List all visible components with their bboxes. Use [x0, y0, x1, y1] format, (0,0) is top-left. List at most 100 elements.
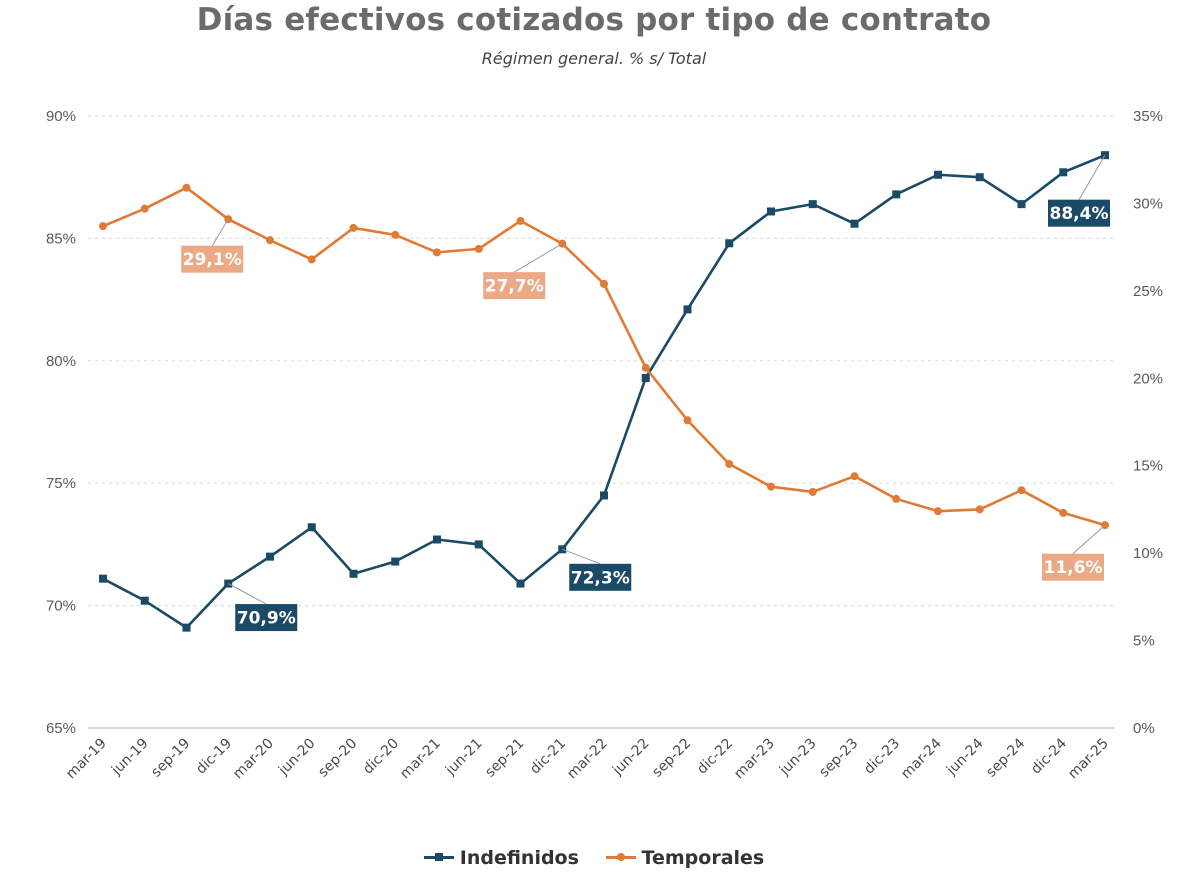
y-left-tick-label: 70%	[46, 598, 76, 615]
data-point-temporales	[767, 482, 775, 491]
data-point-temporales	[391, 230, 400, 239]
data-point-indefinidos	[850, 219, 859, 228]
x-tick-label: sep-20	[315, 736, 360, 781]
data-point-temporales	[182, 183, 191, 192]
x-tick-label: mar-24	[898, 735, 945, 782]
data-point-temporales	[892, 494, 901, 503]
data-point-temporales	[266, 236, 274, 245]
annotation-leader	[1072, 524, 1106, 555]
x-tick-label: mar-19	[63, 736, 110, 783]
x-tick-label: jun-22	[609, 736, 652, 779]
x-tick-label: dic-21	[527, 736, 569, 778]
data-point-indefinidos	[474, 540, 483, 549]
x-tick-label: dic-20	[360, 736, 402, 778]
data-point-indefinidos	[975, 173, 984, 182]
data-point-indefinidos	[725, 239, 734, 248]
y-left-tick-label: 65%	[46, 720, 76, 737]
data-point-indefinidos	[600, 491, 608, 500]
y-left-tick-label: 90%	[46, 108, 76, 125]
x-tick-label: dic-19	[193, 736, 235, 778]
series-line-indefinidos	[102, 153, 1106, 629]
chart-title: Días efectivos cotizados por tipo de con…	[196, 2, 992, 38]
x-tick-label: dic-24	[1028, 735, 1070, 777]
series-line-temporales	[102, 186, 1106, 527]
data-point-temporales	[641, 363, 650, 372]
data-point-temporales	[934, 507, 942, 516]
y-right-tick-label: 20%	[1133, 370, 1163, 387]
y-left-tick-label: 80%	[46, 353, 76, 370]
x-tick-label: sep-22	[649, 736, 694, 781]
data-point-temporales	[1017, 486, 1026, 495]
legend: Indefinidos Temporales	[0, 842, 1188, 869]
annotation-box	[1042, 553, 1104, 581]
data-point-indefinidos	[349, 569, 358, 578]
y-left-tick-label: 85%	[46, 230, 76, 247]
data-point-temporales	[725, 459, 734, 468]
data-point-temporales	[99, 222, 107, 231]
annotation-leader	[211, 218, 229, 246]
annotation-label: 11,6%	[1044, 558, 1103, 578]
x-tick-label: jun-21	[442, 736, 485, 779]
data-point-indefinidos	[391, 557, 400, 566]
x-tick-label: mar-20	[230, 736, 277, 783]
x-tick-label: mar-23	[731, 736, 778, 783]
annotation-leader	[1078, 154, 1106, 200]
data-point-indefinidos	[1059, 168, 1068, 177]
x-tick-label: mar-21	[397, 736, 444, 783]
x-tick-label: mar-22	[564, 736, 611, 783]
y-left-tick-label: 75%	[46, 475, 76, 492]
x-tick-label: jun-19	[108, 736, 151, 779]
annotation-box	[569, 563, 632, 591]
data-point-temporales	[433, 248, 441, 257]
annotation-leader	[513, 243, 563, 273]
x-tick-label: jun-23	[776, 736, 819, 779]
data-point-indefinidos	[1017, 200, 1026, 209]
y-right-tick-label: 0%	[1133, 720, 1155, 737]
data-point-temporales	[975, 505, 984, 514]
data-point-temporales	[140, 204, 149, 213]
data-point-indefinidos	[892, 190, 901, 199]
x-tick-label: mar-25	[1065, 736, 1112, 783]
y-right-tick-label: 25%	[1133, 283, 1163, 300]
y-right-tick-label: 5%	[1133, 633, 1155, 650]
data-point-temporales	[1059, 508, 1068, 517]
legend-label-temporales: Temporales	[641, 846, 765, 869]
data-point-indefinidos	[934, 170, 942, 179]
y-right-tick-label: 10%	[1133, 545, 1163, 562]
annotation-box	[483, 272, 546, 300]
legend-item-temporales: Temporales	[605, 846, 765, 869]
x-tick-label: dic-22	[694, 736, 736, 778]
x-tick-label: jun-20	[275, 736, 318, 779]
data-point-indefinidos	[641, 373, 650, 382]
data-point-indefinidos	[99, 574, 107, 583]
x-tick-label: sep-19	[148, 736, 193, 781]
data-point-indefinidos	[516, 579, 525, 588]
annotation-box	[181, 245, 244, 273]
annotation-leader	[228, 583, 267, 605]
annotation-box	[1048, 199, 1110, 227]
data-point-temporales	[307, 255, 316, 264]
legend-item-indefinidos: Indefinidos	[423, 846, 579, 869]
data-point-temporales	[600, 279, 608, 288]
legend-swatch-indefinidos	[423, 853, 454, 861]
data-point-indefinidos	[307, 523, 316, 532]
annotation-label: 88,4%	[1050, 204, 1109, 224]
annotation-label: 70,9%	[237, 609, 296, 629]
data-point-indefinidos	[266, 552, 274, 561]
x-tick-label: jun-24	[943, 735, 987, 779]
annotation-label: 29,1%	[183, 250, 242, 270]
data-point-temporales	[683, 416, 692, 425]
data-point-indefinidos	[182, 623, 191, 632]
legend-swatch-temporales	[605, 853, 636, 861]
data-point-indefinidos	[683, 305, 692, 314]
data-point-temporales	[349, 223, 358, 232]
annotation-leader	[562, 548, 601, 565]
legend-label-indefinidos: Indefinidos	[459, 846, 579, 869]
y-right-tick-label: 15%	[1133, 458, 1163, 475]
data-point-indefinidos	[433, 535, 441, 544]
data-point-temporales	[474, 244, 483, 253]
x-tick-label: sep-23	[816, 736, 861, 781]
data-point-indefinidos	[140, 596, 149, 605]
x-tick-label: sep-21	[482, 736, 527, 781]
